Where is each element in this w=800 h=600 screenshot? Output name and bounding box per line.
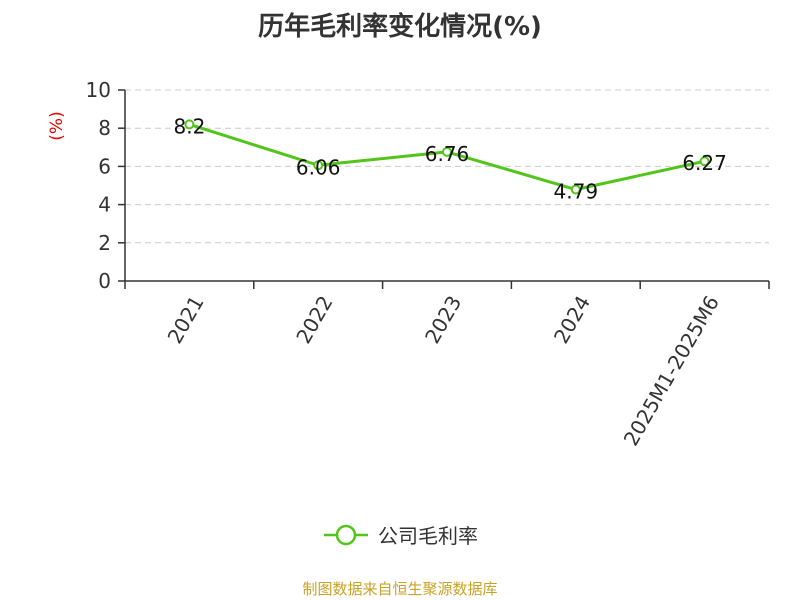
data-label: 6.06 bbox=[296, 155, 341, 179]
legend-label: 公司毛利率 bbox=[378, 524, 478, 548]
x-tick-label: 2024 bbox=[549, 292, 595, 348]
data-label: 6.27 bbox=[682, 151, 727, 175]
legend-marker-icon bbox=[324, 524, 368, 545]
data-labels: 8.2 6.06 6.76 4.79 6.27 bbox=[173, 114, 726, 203]
data-point bbox=[442, 146, 452, 157]
data-point bbox=[313, 160, 324, 171]
legend: 公司毛利率 bbox=[0, 520, 800, 549]
chart-title: 历年毛利率变化情况(%) bbox=[258, 12, 542, 42]
x-tick-label: 2022 bbox=[291, 292, 337, 348]
data-label: 4.79 bbox=[554, 180, 599, 204]
y-tick-label: 6 bbox=[98, 154, 111, 178]
line-chart: 0 2 4 6 8 10 2021 2022 2023 2024 2025M1-2025M6 8.2… bbox=[47, 78, 770, 450]
series-line-layer bbox=[184, 119, 710, 195]
y-tick-label: 8 bbox=[98, 116, 111, 140]
y-tick-label: 10 bbox=[86, 78, 111, 102]
source-note: 制图数据来自恒生聚源数据库 bbox=[302, 580, 498, 598]
data-point bbox=[570, 184, 581, 195]
y-tick-label: 0 bbox=[98, 269, 111, 293]
data-label: 6.76 bbox=[425, 142, 470, 166]
data-point bbox=[699, 156, 710, 167]
grid-lines bbox=[125, 89, 769, 244]
data-label: 8.2 bbox=[173, 114, 205, 138]
y-tick-label: 4 bbox=[98, 193, 111, 217]
y-axis-label: (%) bbox=[47, 111, 67, 140]
y-tick-label: 2 bbox=[98, 231, 111, 255]
x-tick-label: 2023 bbox=[420, 292, 466, 348]
x-tick-label: 2025M1-2025M6 bbox=[619, 292, 724, 450]
data-point bbox=[184, 119, 195, 130]
x-tick-label: 2021 bbox=[162, 292, 208, 348]
